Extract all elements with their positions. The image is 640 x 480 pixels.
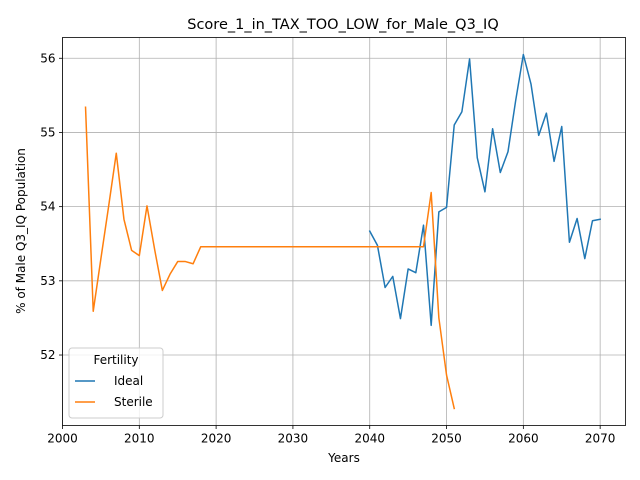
x-tick-label: 2020 xyxy=(201,432,232,446)
x-tick-label: 2040 xyxy=(354,432,385,446)
x-axis-label: Years xyxy=(327,451,360,465)
x-tick-label: 2060 xyxy=(508,432,539,446)
x-axis-ticks: 2000 2010 2020 2030 2040 2050 2060 2070 xyxy=(47,425,616,446)
x-tick-label: 2030 xyxy=(278,432,309,446)
y-tick-label: 55 xyxy=(40,125,55,139)
plot-frame xyxy=(62,37,626,426)
series-line-sterile xyxy=(84,106,456,410)
legend-label-ideal: Ideal xyxy=(114,374,143,388)
y-axis-label: % of Male Q3_IQ Population xyxy=(14,148,28,314)
y-tick-label: 52 xyxy=(40,348,55,362)
plot-lines xyxy=(84,53,602,410)
x-tick-label: 2000 xyxy=(47,432,78,446)
x-tick-label: 2050 xyxy=(431,432,462,446)
y-tick-label: 56 xyxy=(40,51,55,65)
legend-title: Fertility xyxy=(93,353,138,367)
chart-title: Score_1_in_TAX_TOO_LOW_for_Male_Q3_IQ xyxy=(187,17,499,33)
legend: Fertility Ideal Sterile xyxy=(68,347,164,419)
legend-label-sterile: Sterile xyxy=(114,395,153,409)
y-tick-label: 53 xyxy=(40,274,55,288)
y-tick-label: 54 xyxy=(40,200,55,214)
series-line-ideal xyxy=(368,53,602,327)
x-tick-label: 2070 xyxy=(585,432,616,446)
y-axis-ticks: 52 53 54 55 56 xyxy=(40,51,63,362)
x-tick-label: 2010 xyxy=(124,432,155,446)
legend-box xyxy=(68,347,164,419)
